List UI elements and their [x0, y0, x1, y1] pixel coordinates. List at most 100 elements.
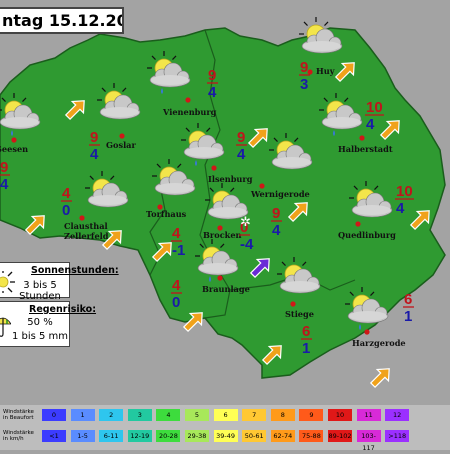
wind-arrow-icon — [409, 210, 430, 231]
location-dot — [119, 133, 125, 139]
wind-arrow-icon — [24, 215, 45, 236]
temp-max: 0 — [240, 219, 248, 236]
station-huy: Huy 93 — [299, 17, 343, 93]
wind-arrow-icon — [369, 368, 390, 389]
city-label: Braunlage — [202, 284, 250, 294]
station-torfhaus: Torfhaus 4-1 — [146, 159, 196, 259]
kmh-cell: 89-102 — [328, 430, 352, 442]
rain-icon — [161, 88, 163, 94]
beaufort-cell: 0 — [42, 409, 66, 421]
kmh-cell: <1 — [42, 430, 66, 442]
temp-min: 4 — [208, 84, 217, 101]
beaufort-cell: 10 — [328, 409, 352, 421]
kmh-cell: 103-117 — [356, 430, 381, 452]
sunshine-legend: Sonnenstunden: 3 bis 5 Stunden — [0, 262, 119, 302]
kmh-cell: 29-38 — [185, 430, 209, 442]
city-label: Halberstadt — [338, 144, 393, 154]
sunshine-legend-value: 3 bis 5 Stunden — [19, 280, 61, 302]
city-label: Huy — [316, 66, 335, 76]
wind-arrow-icon — [287, 202, 308, 223]
sunshine-legend-title: Sonnenstunden: — [31, 265, 119, 276]
beaufort-cell: 6 — [213, 409, 238, 421]
station-halberstadt: Halberstadt 104 — [319, 93, 393, 154]
location-dot — [157, 204, 163, 210]
beaufort-cell: 1 — [70, 409, 95, 421]
location-dot — [359, 135, 365, 141]
kmh-cell: >118 — [385, 430, 410, 442]
wind-arrow-icon — [261, 345, 282, 366]
temp-min: 4 — [0, 176, 9, 193]
station-quedlinburg: Quedlinburg 104 — [338, 181, 414, 240]
city-label: Seesen — [0, 144, 28, 154]
wind-arrow-icon — [101, 230, 122, 251]
station-braunlage: Braunlage 40 — [171, 239, 250, 311]
station-stiege: Stiege 61 — [277, 257, 321, 357]
city-label: Wernigerode — [250, 189, 310, 199]
cloud-icon — [271, 144, 313, 170]
temp-max: 10 — [396, 183, 413, 200]
city-label: Quedlinburg — [338, 230, 396, 240]
cloud-icon — [279, 268, 321, 294]
rain-legend: Regenrisiko: 50 % 1 bis 5 mm — [0, 301, 96, 347]
city-label: Brocken — [203, 230, 242, 240]
cloud-icon — [99, 94, 141, 120]
rain-icon — [195, 160, 197, 166]
temp-min: 4 — [90, 146, 99, 163]
location-dot — [355, 221, 361, 227]
kmh-cell: 75-88 — [299, 430, 324, 442]
location-dot — [217, 275, 223, 281]
rain-legend-title: Regenrisiko: — [29, 304, 97, 315]
wind-scale-kmh-label: Windstärke in km/h — [3, 430, 34, 442]
rain-icon — [359, 324, 361, 330]
beaufort-cell: 2 — [99, 409, 124, 421]
city-label: Zellerfeld — [64, 231, 109, 241]
wind-arrow-icon — [64, 100, 85, 121]
station-ilsenburg: Ilsenburg 94 — [181, 123, 253, 184]
kmh-cell: 39-49 — [213, 430, 238, 442]
cloud-icon — [301, 28, 343, 54]
location-dot — [290, 301, 296, 307]
wind-arrow-icon — [379, 120, 400, 141]
temp-max: 9 — [300, 59, 308, 76]
city-label: Harzgerode — [352, 338, 406, 348]
district-border — [149, 184, 166, 276]
temp-min: 1 — [302, 340, 310, 357]
temp-min: 0 — [62, 202, 70, 219]
temp-min: 3 — [300, 76, 308, 93]
city-label: Ilsenburg — [208, 174, 253, 184]
temp-max: 6 — [404, 291, 412, 308]
temp-max: 4 — [172, 225, 181, 242]
wind-scale: Windstärke in Beaufort Windstärke in km/… — [0, 405, 450, 452]
beaufort-cell: 4 — [156, 409, 181, 421]
kmh-cell: 1-5 — [70, 430, 95, 442]
wind-scale-beaufort-label: Windstärke in Beaufort — [3, 409, 34, 421]
rain-icon — [209, 276, 211, 282]
cloud-icon — [154, 170, 196, 196]
location-dot — [217, 225, 223, 231]
city-label: Vienenburg — [162, 107, 217, 117]
rain-icon — [11, 130, 13, 136]
cloud-icon — [351, 192, 393, 218]
temp-min: -1 — [172, 242, 185, 259]
temp-max: 9 — [208, 67, 216, 84]
temp-min: -4 — [240, 236, 254, 253]
cloud-icon — [0, 104, 41, 130]
wind-arrow-icon — [182, 312, 203, 333]
temp-min: 1 — [404, 308, 412, 325]
station-goslar: Goslar 94 — [89, 83, 141, 163]
beaufort-cell: 8 — [270, 409, 295, 421]
location-dot — [211, 165, 217, 171]
location-dot — [185, 97, 191, 103]
temp-min: 0 — [172, 294, 180, 311]
location-dot — [79, 215, 85, 221]
rain-icon — [333, 130, 335, 136]
rain-legend-percent: 50 % — [27, 317, 53, 328]
temp-min: 4 — [366, 116, 375, 133]
kmh-cell: 20-28 — [156, 430, 181, 442]
kmh-cell: 12-19 — [127, 430, 152, 442]
location-dot — [259, 183, 265, 189]
city-label: Torfhaus — [146, 209, 187, 219]
